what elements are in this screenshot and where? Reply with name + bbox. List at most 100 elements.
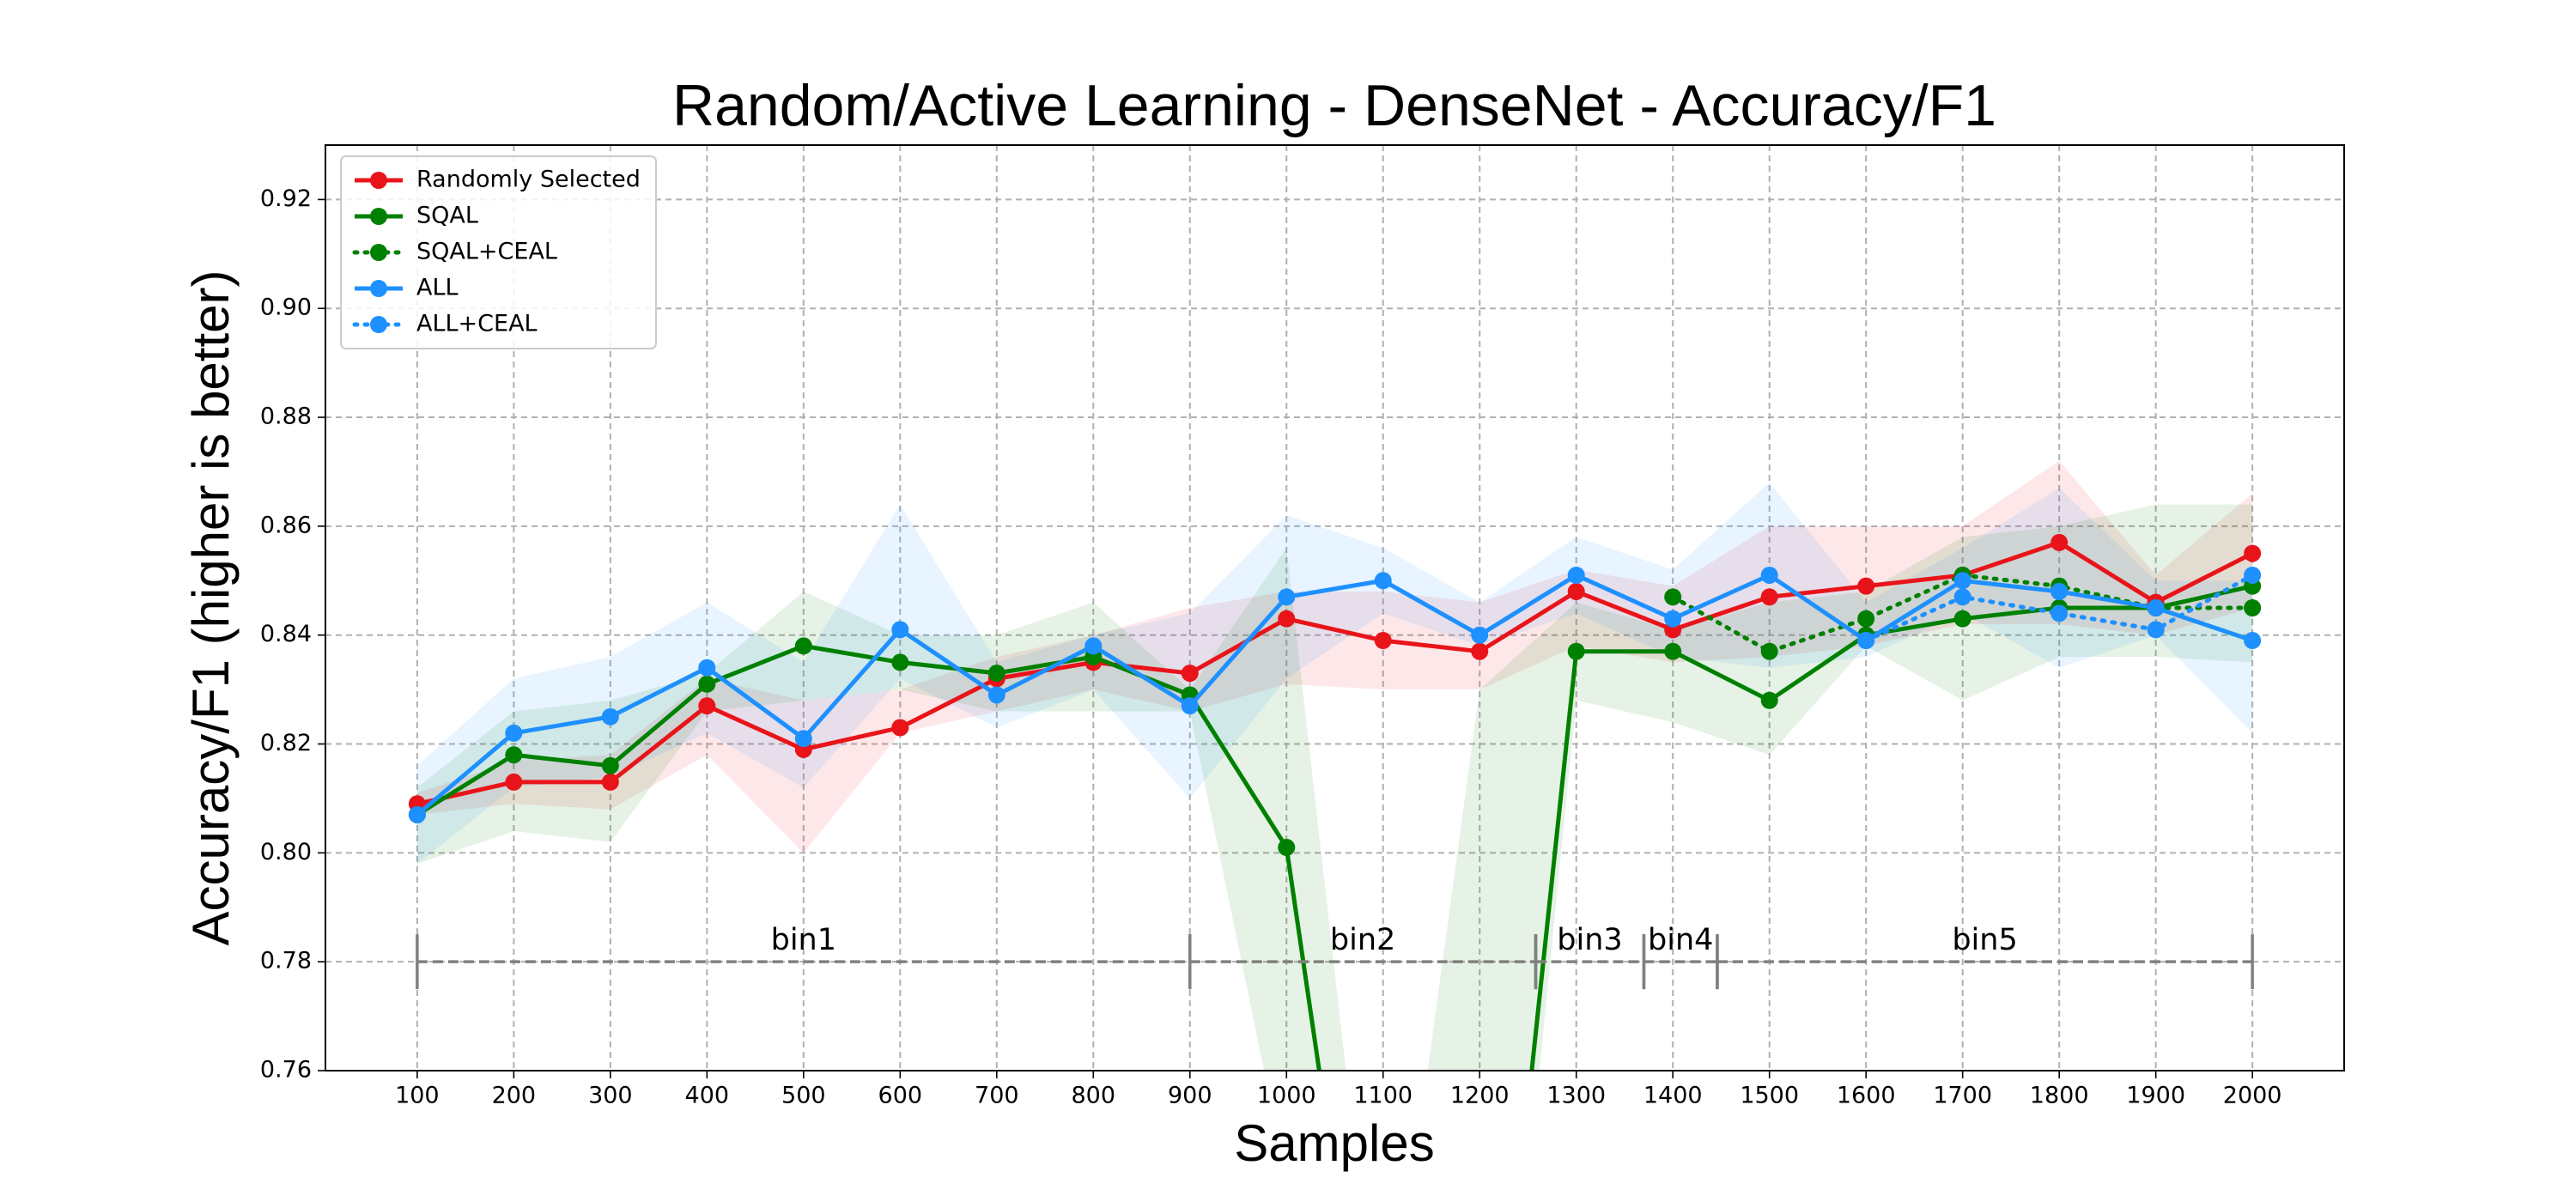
data-point — [1084, 637, 1103, 655]
x-tick-label: 1900 — [2126, 1083, 2185, 1109]
data-point — [1567, 642, 1585, 660]
data-point — [2244, 599, 2262, 616]
data-point — [1857, 577, 1875, 595]
x-tick-label: 1200 — [1450, 1083, 1510, 1109]
series-line — [416, 540, 2254, 806]
data-point — [2244, 566, 2262, 584]
bin-label: bin2 — [1330, 923, 1395, 957]
data-point — [1181, 697, 1199, 715]
data-point — [1471, 626, 1489, 644]
data-point — [794, 730, 812, 748]
data-point — [505, 773, 523, 791]
legend-marker — [370, 244, 387, 261]
data-point — [891, 653, 909, 671]
bin-label: bin4 — [1648, 923, 1713, 957]
data-point — [2147, 621, 2165, 639]
data-point — [1953, 588, 1971, 606]
legend-marker — [370, 172, 387, 189]
legend-label: SQAL+CEAL — [416, 239, 557, 265]
legend-label: ALL+CEAL — [416, 311, 538, 337]
data-point — [2050, 604, 2069, 622]
bin-label: bin3 — [1557, 923, 1622, 957]
data-point — [987, 686, 1005, 704]
y-tick-label: 0.84 — [260, 621, 312, 647]
data-point — [1278, 839, 1296, 857]
data-point — [891, 621, 909, 639]
y-tick-label: 0.76 — [260, 1057, 312, 1084]
data-point — [505, 724, 523, 742]
data-point — [1567, 566, 1585, 584]
x-tick-label: 800 — [1072, 1083, 1116, 1109]
x-tick-label: 1800 — [2030, 1083, 2089, 1109]
y-tick-label: 0.86 — [260, 512, 312, 538]
data-point — [1567, 582, 1585, 600]
data-point — [2050, 582, 2069, 600]
x-tick-label: 2000 — [2223, 1083, 2282, 1109]
data-point — [2050, 533, 2069, 551]
x-tick-label: 400 — [685, 1083, 730, 1109]
data-point — [698, 697, 716, 715]
data-point — [505, 746, 523, 764]
series-line — [416, 573, 2253, 817]
confidence-band — [416, 504, 2253, 1071]
chart-title: Random/Active Learning - DenseNet - Accu… — [672, 73, 1996, 138]
legend-marker — [370, 316, 387, 333]
x-tick-label: 1500 — [1740, 1083, 1799, 1109]
x-tick-label: 1000 — [1257, 1083, 1316, 1109]
data-point — [601, 756, 619, 774]
data-point — [1374, 632, 1392, 650]
x-tick-label: 500 — [781, 1083, 826, 1109]
data-point — [698, 659, 716, 677]
plot-frame — [325, 144, 2345, 1071]
y-tick-label: 0.80 — [260, 839, 312, 865]
confidence-band — [416, 460, 2253, 853]
x-tick-label: 100 — [395, 1083, 440, 1109]
plot-area — [408, 460, 2262, 1071]
x-tick-label: 1300 — [1546, 1083, 1606, 1109]
data-point — [1953, 610, 1971, 628]
y-tick-label: 0.88 — [260, 404, 312, 430]
data-point — [408, 805, 426, 823]
x-tick-label: 900 — [1168, 1083, 1212, 1109]
legend-label: SQAL — [416, 203, 478, 229]
data-point — [1278, 610, 1296, 628]
data-point — [1471, 642, 1489, 660]
data-point — [1664, 642, 1682, 660]
data-point — [794, 637, 812, 655]
x-tick-label: 1700 — [1933, 1083, 1992, 1109]
legend-marker — [370, 280, 387, 297]
data-point — [601, 707, 619, 725]
data-point — [601, 773, 619, 791]
y-tick-label: 0.82 — [260, 730, 312, 756]
data-point — [1760, 566, 1778, 584]
data-point — [891, 719, 909, 737]
data-point — [1278, 588, 1296, 606]
data-point — [1953, 572, 1971, 590]
data-point — [987, 665, 1005, 683]
data-point — [1664, 610, 1682, 628]
x-tick-label: 1600 — [1837, 1083, 1896, 1109]
legend-label: Randomly Selected — [416, 167, 641, 193]
data-point — [1760, 642, 1778, 660]
data-point — [1181, 665, 1199, 683]
data-point — [1857, 610, 1875, 628]
x-tick-label: 700 — [975, 1083, 1019, 1109]
data-point — [1760, 588, 1778, 606]
data-point — [2244, 632, 2262, 650]
x-tick-label: 1400 — [1643, 1083, 1703, 1109]
x-tick-label: 600 — [878, 1083, 923, 1109]
data-point — [1374, 572, 1392, 590]
data-point — [2147, 599, 2165, 616]
legend-box — [340, 155, 657, 349]
data-point — [698, 675, 716, 693]
legend-label: ALL — [416, 275, 459, 301]
data-point — [1760, 691, 1778, 709]
y-tick-label: 0.78 — [260, 948, 312, 974]
bin-label: bin1 — [771, 923, 836, 957]
x-tick-label: 1100 — [1353, 1083, 1413, 1109]
data-point — [1857, 632, 1875, 650]
series-line — [1863, 573, 2255, 643]
y-tick-label: 0.92 — [260, 185, 312, 212]
data-point — [2244, 544, 2262, 562]
